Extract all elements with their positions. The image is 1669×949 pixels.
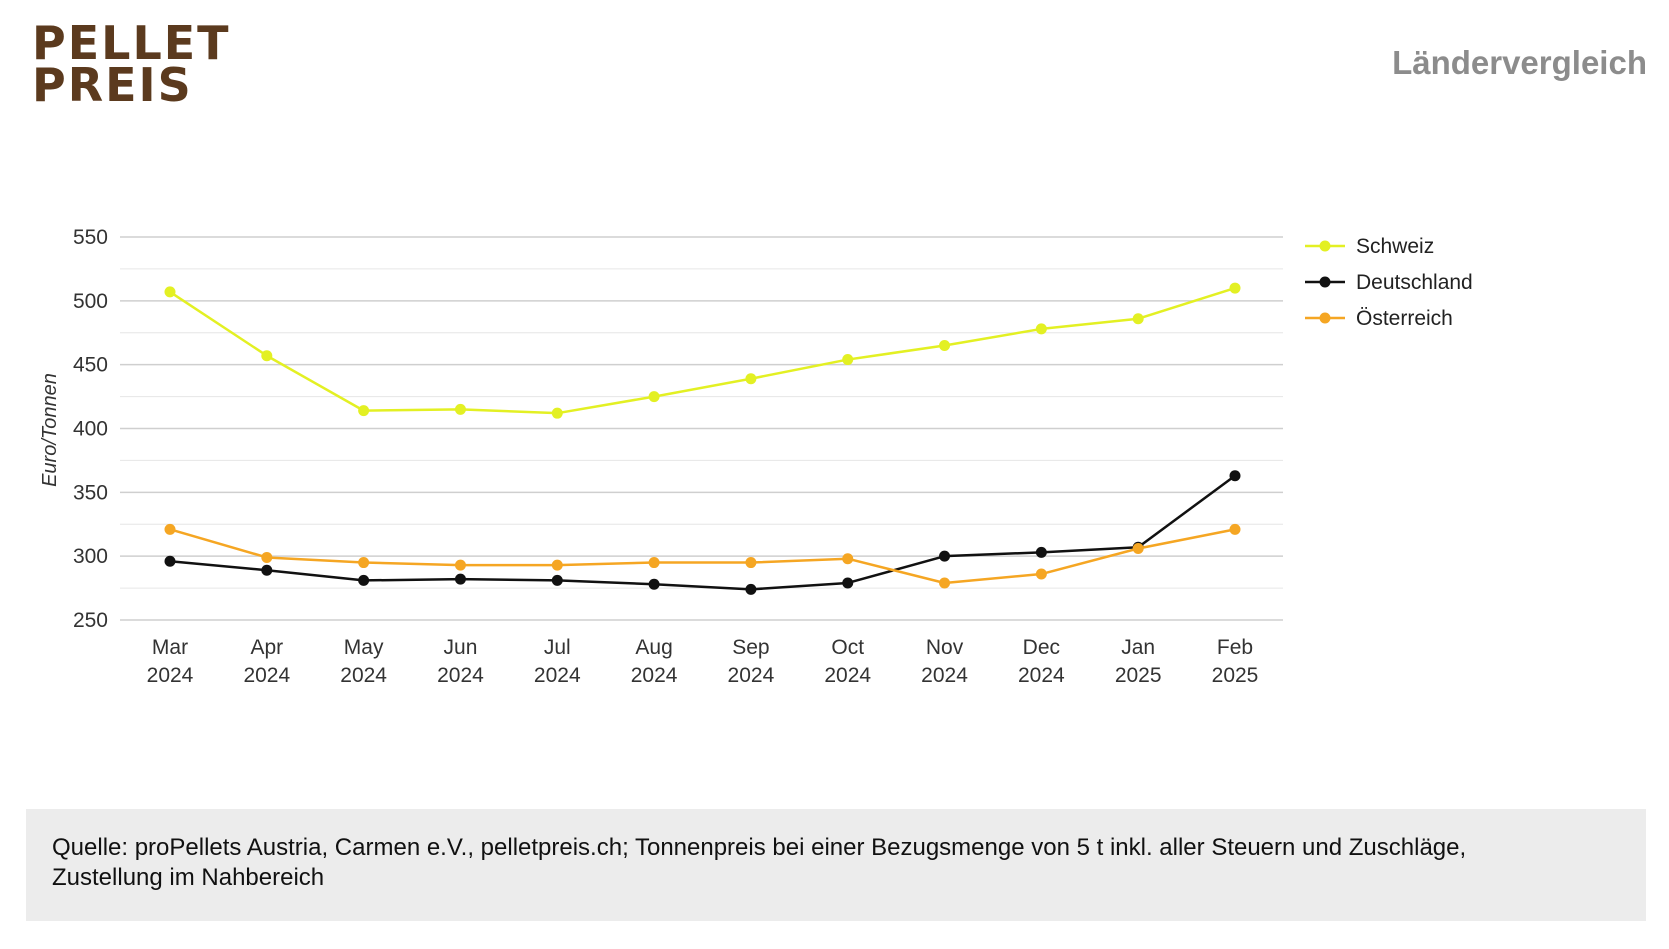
data-point-schweiz	[939, 340, 951, 352]
legend-swatch-point	[1319, 240, 1331, 252]
y-tick-label: 300	[73, 545, 108, 568]
data-point-schweiz	[1132, 313, 1144, 325]
x-tick-label: May	[344, 636, 384, 659]
x-axis: Mar 2024 Apr 2024 May 2024 Jun 2024 Jul 2024 Aug 20…	[147, 636, 1259, 687]
x-tick-label: 2024	[921, 664, 968, 687]
data-point-schweiz	[551, 407, 563, 419]
x-tick-label: Aug	[635, 636, 672, 659]
data-point-deutschland	[745, 583, 757, 595]
data-point-schweiz	[261, 350, 273, 362]
data-point-oesterreich	[939, 577, 951, 589]
data-point-schweiz	[358, 405, 370, 417]
series-line-schweiz	[169, 286, 1236, 415]
x-tick-label: Jan	[1121, 636, 1155, 659]
x-tick-label: Jun	[444, 636, 478, 659]
x-tick-label: 2024	[728, 664, 775, 687]
x-tick-label: 2024	[631, 664, 678, 687]
data-point-schweiz	[842, 354, 854, 366]
data-point-deutschland	[164, 555, 176, 567]
data-point-deutschland	[1229, 470, 1241, 482]
data-point-oesterreich	[164, 523, 176, 535]
y-tick-label: 450	[73, 354, 108, 377]
data-point-schweiz	[1035, 323, 1047, 335]
legend-swatch-point	[1319, 312, 1331, 324]
x-tick-label: 2025	[1115, 664, 1162, 687]
series-layer	[164, 282, 1241, 595]
data-point-deutschland	[1035, 546, 1047, 558]
x-tick-label: 2024	[340, 664, 387, 687]
series-line-oesterreich	[169, 528, 1236, 585]
series-line-deutschland	[169, 474, 1236, 591]
data-point-deutschland	[939, 550, 951, 562]
data-point-oesterreich	[745, 557, 757, 569]
data-point-deutschland	[842, 577, 854, 589]
data-point-schweiz	[648, 391, 660, 403]
x-tick-label: Sep	[732, 636, 769, 659]
x-tick-label: 2024	[534, 664, 581, 687]
logo-line-1: PELLET	[32, 16, 231, 70]
data-point-oesterreich	[261, 551, 273, 563]
data-point-deutschland	[358, 574, 370, 586]
data-point-oesterreich	[1229, 523, 1241, 535]
source-note-line-1: Quelle: proPellets Austria, Carmen e.V.,…	[52, 834, 1467, 861]
y-tick-label: 550	[73, 226, 108, 249]
x-tick-label: 2024	[437, 664, 484, 687]
data-point-schweiz	[454, 403, 466, 415]
source-note-line-2: Zustellung im Nahbereich	[52, 864, 325, 891]
data-point-oesterreich	[454, 559, 466, 571]
data-point-oesterreich	[648, 557, 660, 569]
data-point-deutschland	[454, 573, 466, 585]
pelletpreis-logo: PELLET PREIS	[32, 16, 231, 112]
logo-line-2: PREIS	[32, 58, 193, 112]
data-point-deutschland	[648, 578, 660, 590]
y-axis: 250 300 350 400 450 500 550	[73, 226, 108, 632]
legend-swatch-point	[1319, 276, 1331, 288]
data-point-oesterreich	[1035, 568, 1047, 580]
data-point-deutschland	[261, 564, 273, 576]
data-point-schweiz	[1229, 282, 1241, 294]
y-tick-label: 500	[73, 290, 108, 313]
source-note: Quelle: proPellets Austria, Carmen e.V.,…	[26, 809, 1646, 921]
data-point-schweiz	[745, 373, 757, 385]
price-line-chart: 250 300 350 400 450 500 550 Mar 2024 Apr 2024 May 2…	[39, 226, 1473, 687]
x-tick-label: Nov	[926, 636, 964, 659]
x-tick-label: 2025	[1212, 664, 1259, 687]
y-tick-label: 400	[73, 418, 108, 441]
y-tick-label: 250	[73, 609, 108, 632]
legend-label-deutschland: Deutschland	[1356, 271, 1473, 294]
x-tick-label: 2024	[1018, 664, 1065, 687]
x-tick-label: 2024	[824, 664, 871, 687]
legend-label-oesterreich: Österreich	[1356, 307, 1453, 330]
x-tick-label: Jul	[544, 636, 571, 659]
y-axis-label: Euro/Tonnen	[39, 373, 61, 487]
x-tick-label: Mar	[152, 636, 188, 659]
y-tick-label: 350	[73, 481, 108, 504]
x-tick-label: 2024	[243, 664, 290, 687]
x-tick-label: Apr	[250, 636, 283, 659]
x-tick-label: Feb	[1217, 636, 1253, 659]
x-tick-label: Dec	[1023, 636, 1060, 659]
data-point-oesterreich	[358, 557, 370, 569]
legend-label-schweiz: Schweiz	[1356, 235, 1434, 258]
data-point-oesterreich	[551, 559, 563, 571]
data-point-oesterreich	[842, 553, 854, 565]
page-title: Ländervergleich	[1392, 44, 1647, 81]
grid-layer	[120, 236, 1283, 621]
x-tick-label: 2024	[147, 664, 194, 687]
data-point-oesterreich	[1132, 543, 1144, 555]
data-point-schweiz	[164, 286, 176, 298]
x-tick-label: Oct	[831, 636, 864, 659]
legend: Schweiz Deutschland Österreich	[1305, 235, 1473, 330]
data-point-deutschland	[551, 574, 563, 586]
